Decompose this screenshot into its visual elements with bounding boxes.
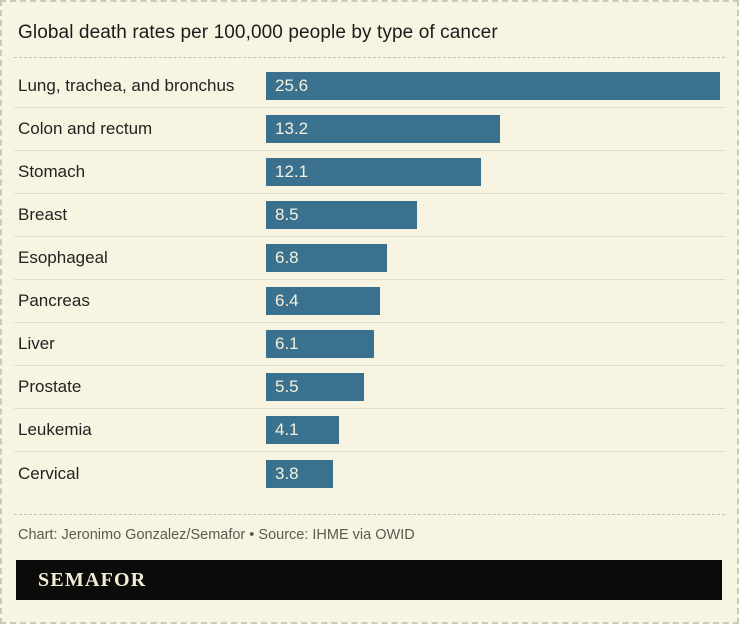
category-label: Esophageal xyxy=(18,248,108,267)
bar-chart: Lung, trachea, and bronchus 25.6 Colon and… xyxy=(14,58,725,495)
chart-header: Global death rates per 100,000 people by… xyxy=(14,2,725,58)
bar-track: 6.8 xyxy=(266,244,720,272)
chart-row: Cervical 3.8 xyxy=(14,452,725,495)
category-label: Prostate xyxy=(18,377,82,396)
bar-value-label: 6.1 xyxy=(275,334,299,353)
bar-track: 4.1 xyxy=(266,416,720,444)
bar: 6.4 xyxy=(266,287,380,315)
bar-value-label: 4.1 xyxy=(275,420,299,439)
bar-track: 6.4 xyxy=(266,287,720,315)
category-label: Pancreas xyxy=(18,291,90,310)
category-label: Cervical xyxy=(18,463,80,483)
bar: 5.5 xyxy=(266,373,364,401)
bar: 6.1 xyxy=(266,330,375,358)
bar-value-label: 6.8 xyxy=(275,248,299,267)
bar-track: 6.1 xyxy=(266,330,720,358)
category-label: Breast xyxy=(18,205,68,224)
bar-value-label: 8.5 xyxy=(275,205,299,224)
credit-line: Chart: Jeronimo Gonzalez/Semafor • Sourc… xyxy=(18,527,415,543)
bar-value-label: 13.2 xyxy=(275,119,309,138)
category-label: Leukemia xyxy=(18,420,92,439)
chart-row: Pancreas 6.4 xyxy=(14,280,725,323)
bar-track: 3.8 xyxy=(266,459,720,488)
chart-row: Liver 6.1 xyxy=(14,323,725,366)
bar: 8.5 xyxy=(266,201,417,229)
bar-value-label: 5.5 xyxy=(275,377,299,396)
bar: 25.6 xyxy=(266,72,720,100)
semafor-logo-bar: SEMAFOR xyxy=(16,560,722,600)
bar: 4.1 xyxy=(266,416,339,444)
bar-value-label: 12.1 xyxy=(275,162,309,181)
chart-row: Prostate 5.5 xyxy=(14,366,725,409)
bar: 13.2 xyxy=(266,115,501,143)
bar-value-label: 25.6 xyxy=(275,76,309,95)
chart-title: Global death rates per 100,000 people by… xyxy=(18,21,498,43)
chart-row: Esophageal 6.8 xyxy=(14,237,725,280)
chart-row: Leukemia 4.1 xyxy=(14,409,725,452)
bar-value-label: 3.8 xyxy=(275,463,299,483)
category-label: Colon and rectum xyxy=(18,119,153,138)
bar: 3.8 xyxy=(266,459,334,488)
chart-row: Colon and rectum 13.2 xyxy=(14,108,725,151)
chart-row: Stomach 12.1 xyxy=(14,151,725,194)
semafor-logo: SEMAFOR xyxy=(38,568,147,591)
category-label: Lung, trachea, and bronchus xyxy=(18,76,235,95)
category-label: Stomach xyxy=(18,162,86,181)
bar-track: 12.1 xyxy=(266,158,720,186)
bar: 6.8 xyxy=(266,244,387,272)
bar-track: 8.5 xyxy=(266,201,720,229)
bar-track: 5.5 xyxy=(266,373,720,401)
footer-divider xyxy=(14,514,725,515)
chart-row: Lung, trachea, and bronchus 25.6 xyxy=(14,65,725,108)
bar-value-label: 6.4 xyxy=(275,291,299,310)
bar-track: 13.2 xyxy=(266,115,720,143)
chart-row: Breast 8.5 xyxy=(14,194,725,237)
bar: 12.1 xyxy=(266,158,481,186)
category-label: Liver xyxy=(18,334,55,353)
bar-track: 25.6 xyxy=(266,72,720,100)
